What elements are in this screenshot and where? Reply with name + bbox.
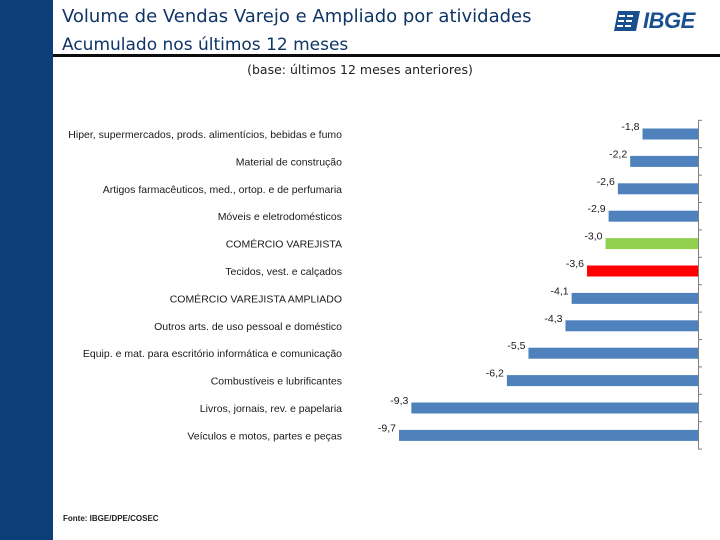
value-label: -4,3 (544, 313, 562, 325)
category-label: Livros, jornais, rev. e papelaria (200, 403, 342, 415)
ibge-logo-icon (614, 11, 640, 31)
bar (411, 402, 698, 414)
category-label: Equip. e mat. para escritório informátic… (83, 348, 342, 360)
bar (630, 155, 698, 167)
bar (587, 265, 698, 277)
ibge-logo: IBGE (612, 8, 695, 34)
category-label: Tecidos, vest. e calçados (225, 266, 342, 278)
bar (605, 238, 698, 250)
category-label: Combustíveis e lubrificantes (211, 376, 342, 388)
value-label: -2,6 (597, 176, 615, 188)
bar (571, 292, 698, 304)
category-label: Artigos farmacêuticos, med., ortop. e de… (103, 184, 342, 196)
category-label: Hiper, supermercados, prods. alimentício… (68, 129, 342, 141)
side-band (0, 0, 53, 540)
value-label: -3,0 (584, 231, 602, 243)
value-label: -6,2 (486, 368, 504, 380)
category-label: COMÉRCIO VAREJISTA AMPLIADO (170, 292, 342, 305)
title-rule (53, 54, 720, 57)
bar (642, 128, 698, 140)
logo-text: IBGE (643, 8, 695, 33)
value-label: -4,1 (551, 285, 569, 297)
bar (506, 375, 698, 387)
value-label: -3,6 (566, 258, 584, 270)
value-label: -9,7 (378, 422, 396, 434)
value-label: -1,8 (621, 121, 639, 133)
category-label: Veículos e motos, partes e peças (187, 430, 342, 442)
category-label: Móveis e eletrodomésticos (218, 211, 342, 223)
category-label: Material de construção (236, 156, 342, 168)
bar (565, 320, 698, 332)
value-label: -2,2 (609, 148, 627, 160)
bar (608, 210, 698, 222)
source-note: Fonte: IBGE/DPE/COSEC (63, 514, 159, 523)
bar (528, 347, 698, 359)
value-label: -9,3 (390, 395, 408, 407)
page-title: Volume de Vendas Varejo e Ampliado por a… (62, 6, 532, 27)
bar (617, 183, 698, 195)
value-label: -5,5 (507, 340, 525, 352)
chart-title: (base: últimos 12 meses anteriores) (247, 62, 473, 77)
bar (399, 429, 698, 441)
page-subtitle: Acumulado nos últimos 12 meses (62, 35, 349, 55)
category-label: COMÉRCIO VAREJISTA (226, 238, 342, 251)
value-label: -2,9 (588, 203, 606, 215)
category-label: Outros arts. de uso pessoal e doméstico (154, 321, 342, 333)
